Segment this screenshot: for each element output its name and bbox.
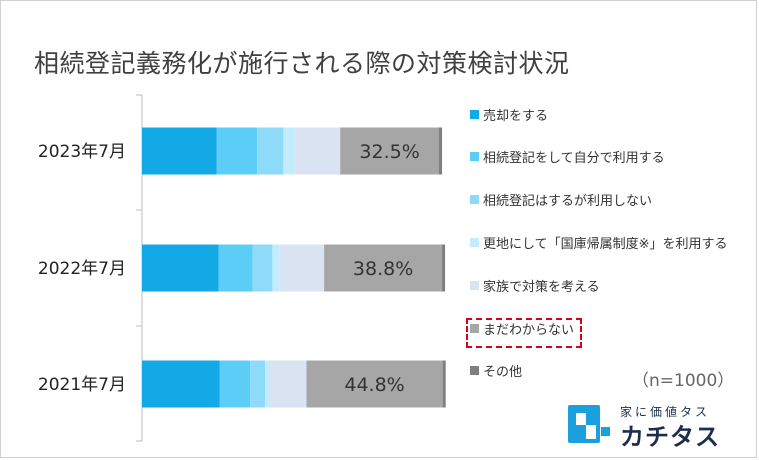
bar-segment bbox=[294, 127, 341, 175]
legend-label: その他 bbox=[483, 365, 523, 381]
bar-segment bbox=[265, 360, 270, 408]
legend-swatch bbox=[470, 152, 479, 162]
logo-name: カチタス bbox=[620, 423, 720, 451]
highlight-box bbox=[466, 318, 582, 348]
legend-label: 家族で対策を考える bbox=[483, 279, 600, 295]
bar-segment bbox=[442, 244, 446, 292]
legend-label: 更地にして「国庫帰属制度※」を利用する bbox=[483, 236, 728, 252]
bar-segment bbox=[142, 360, 220, 408]
category-label: 2022年7月 bbox=[38, 259, 126, 279]
bar-segment bbox=[439, 127, 443, 175]
legend-swatch bbox=[470, 237, 479, 247]
bar-segment bbox=[250, 360, 266, 408]
legend-swatch bbox=[470, 195, 479, 205]
legend-label: まだわからない bbox=[483, 322, 575, 338]
bar-segment bbox=[142, 127, 217, 175]
legend-item: 相続登記はするが利用しない bbox=[470, 190, 652, 210]
bar-segment bbox=[283, 127, 295, 175]
bar-segment bbox=[324, 244, 443, 292]
legend-item: その他 bbox=[470, 361, 522, 381]
bar-segment bbox=[218, 244, 253, 292]
category-label: 2021年7月 bbox=[38, 375, 126, 395]
legend-item: まだわからない bbox=[470, 318, 574, 338]
bar-segment bbox=[216, 127, 258, 175]
bar-segment bbox=[442, 360, 446, 408]
sample-size-note: （n=1000） bbox=[632, 371, 735, 391]
bar-segment bbox=[257, 127, 284, 175]
bar-segment bbox=[340, 127, 440, 175]
chart-title: 相続登記義務化が施行される際の対策検討状況 bbox=[34, 49, 570, 78]
bar-segment bbox=[306, 360, 443, 408]
logo-tagline: 家に価値タス bbox=[620, 405, 711, 419]
bar-segment bbox=[219, 360, 251, 408]
legend-label: 相続登記はするが利用しない bbox=[483, 194, 653, 210]
bar-segment bbox=[142, 244, 219, 292]
bar-segment bbox=[272, 244, 280, 292]
legend-item: 家族で対策を考える bbox=[470, 275, 600, 295]
legend-item: 更地にして「国庫帰属制度※」を利用する bbox=[470, 232, 728, 252]
legend-swatch bbox=[470, 323, 479, 333]
legend-item: 相続登記をして自分で利用する bbox=[470, 147, 665, 167]
data-label: 38.8% bbox=[353, 258, 413, 280]
legend-label: 相続登記をして自分で利用する bbox=[483, 151, 665, 167]
legend-item: 売却をする bbox=[470, 104, 548, 124]
katitas-logo bbox=[568, 405, 610, 443]
bar-segment bbox=[252, 244, 273, 292]
legend-swatch bbox=[470, 366, 479, 376]
legend-swatch bbox=[470, 109, 479, 119]
data-label: 32.5% bbox=[359, 141, 419, 163]
legend-swatch bbox=[470, 280, 479, 290]
legend-label: 売却をする bbox=[483, 108, 549, 124]
logo-mark-icon bbox=[568, 405, 610, 443]
data-label: 44.8% bbox=[344, 374, 404, 396]
bar-segment bbox=[279, 244, 325, 292]
bar-segment bbox=[269, 360, 307, 408]
category-label: 2023年7月 bbox=[38, 142, 126, 162]
